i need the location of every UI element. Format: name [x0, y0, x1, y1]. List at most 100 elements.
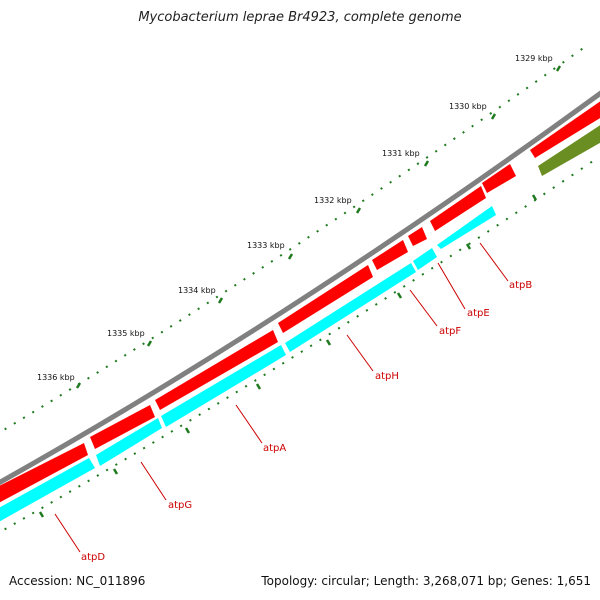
- minor-tick: [480, 118, 484, 122]
- minor-tick: [252, 271, 255, 275]
- minor-tick: [516, 92, 520, 96]
- minor-tick: [198, 413, 202, 416]
- gene-leader-line: [346, 334, 374, 372]
- minor-tick: [123, 353, 127, 357]
- minor-tick: [161, 435, 164, 439]
- minor-tick: [105, 365, 109, 369]
- minor-tick: [507, 99, 511, 103]
- minor-tick: [133, 452, 137, 455]
- minor-tick: [206, 301, 210, 305]
- minor-tick: [328, 332, 332, 336]
- cds-feature[interactable]: [482, 164, 516, 193]
- minor-tick: [281, 361, 285, 365]
- minor-tick: [291, 356, 294, 359]
- minor-tick: [552, 67, 556, 71]
- minor-tick: [224, 289, 228, 293]
- gene-band[interactable]: [437, 206, 496, 249]
- minor-tick: [468, 242, 471, 246]
- gene-band[interactable]: [161, 345, 286, 427]
- minor-tick: [361, 199, 365, 203]
- cds-feature[interactable]: [0, 443, 88, 505]
- cds-feature[interactable]: [530, 98, 600, 158]
- minor-tick: [233, 283, 237, 287]
- gene-leader-line: [140, 461, 167, 501]
- minor-tick: [561, 179, 565, 183]
- gene-band[interactable]: [0, 458, 95, 524]
- other-feature[interactable]: [538, 122, 600, 176]
- major-tick: [38, 511, 45, 518]
- cds-feature[interactable]: [155, 330, 278, 410]
- tick-label: 1329 kbp: [515, 54, 553, 63]
- cds-feature[interactable]: [372, 240, 408, 270]
- minor-tick: [297, 241, 301, 245]
- accession-label: Accession: NC_011896: [9, 574, 146, 588]
- minor-tick: [471, 124, 474, 128]
- minor-tick: [96, 474, 100, 477]
- minor-tick: [452, 137, 456, 141]
- minor-tick: [235, 390, 239, 394]
- major-tick: [287, 253, 294, 260]
- tick-label: 1334 kbp: [178, 286, 216, 295]
- gene-label-atpB[interactable]: atpB: [509, 280, 532, 291]
- cds-feature[interactable]: [278, 265, 373, 333]
- major-tick: [465, 243, 472, 250]
- gene-band[interactable]: [413, 248, 437, 270]
- minor-tick: [580, 167, 584, 170]
- minor-tick: [31, 511, 35, 515]
- minor-tick: [384, 297, 387, 300]
- minor-tick: [346, 320, 350, 324]
- minor-tick: [443, 143, 447, 147]
- minor-tick: [449, 254, 453, 258]
- gene-label-atpF[interactable]: atpF: [439, 326, 461, 337]
- gene-label-atpE[interactable]: atpE: [467, 308, 490, 319]
- gene-leader-line: [235, 404, 263, 444]
- gene-leader-line: [409, 289, 438, 327]
- minor-tick: [534, 80, 538, 83]
- gene-leader-line: [437, 262, 466, 310]
- tick-label: 1330 kbp: [449, 102, 487, 111]
- minor-tick: [68, 490, 72, 494]
- minor-tick: [263, 373, 266, 377]
- gene-band[interactable]: [285, 263, 416, 352]
- minor-tick: [87, 479, 90, 483]
- minor-tick: [22, 416, 26, 420]
- minor-tick: [525, 86, 529, 90]
- minor-tick: [105, 468, 109, 472]
- minor-tick: [50, 399, 53, 403]
- minor-tick: [288, 247, 292, 251]
- gene-label-atpA[interactable]: atpA: [263, 443, 286, 454]
- cds-feature[interactable]: [90, 405, 155, 449]
- minor-tick: [398, 174, 402, 178]
- major-tick: [355, 207, 362, 214]
- minor-tick: [243, 277, 246, 281]
- gene-bands: [0, 206, 496, 524]
- minor-tick: [300, 350, 304, 353]
- gene-label-atpG[interactable]: atpG: [168, 500, 192, 511]
- minor-tick: [393, 291, 397, 294]
- minor-tick: [325, 223, 329, 227]
- gene-label-atpH[interactable]: atpH: [375, 371, 399, 382]
- gene-label-lines: [54, 242, 509, 553]
- minor-tick: [407, 168, 411, 172]
- gene-band[interactable]: [96, 418, 162, 466]
- minor-tick: [462, 130, 465, 134]
- major-tick: [217, 297, 224, 304]
- major-tick: [555, 65, 562, 72]
- cds-feature[interactable]: [408, 227, 427, 246]
- minor-tick: [13, 522, 17, 525]
- cds-feature[interactable]: [430, 186, 486, 231]
- minor-tick: [151, 336, 155, 340]
- minor-tick: [498, 105, 502, 109]
- minor-tick: [41, 405, 44, 408]
- major-tick: [325, 339, 332, 346]
- minor-tick: [151, 441, 155, 444]
- minor-tick: [337, 326, 341, 330]
- minor-tick: [124, 457, 127, 461]
- minor-tick: [458, 248, 462, 252]
- minor-tick: [4, 427, 7, 431]
- minor-tick: [434, 149, 438, 153]
- gene-leader-line: [54, 513, 81, 553]
- minor-tick: [352, 205, 356, 209]
- gene-label-atpD[interactable]: atpD: [81, 552, 105, 563]
